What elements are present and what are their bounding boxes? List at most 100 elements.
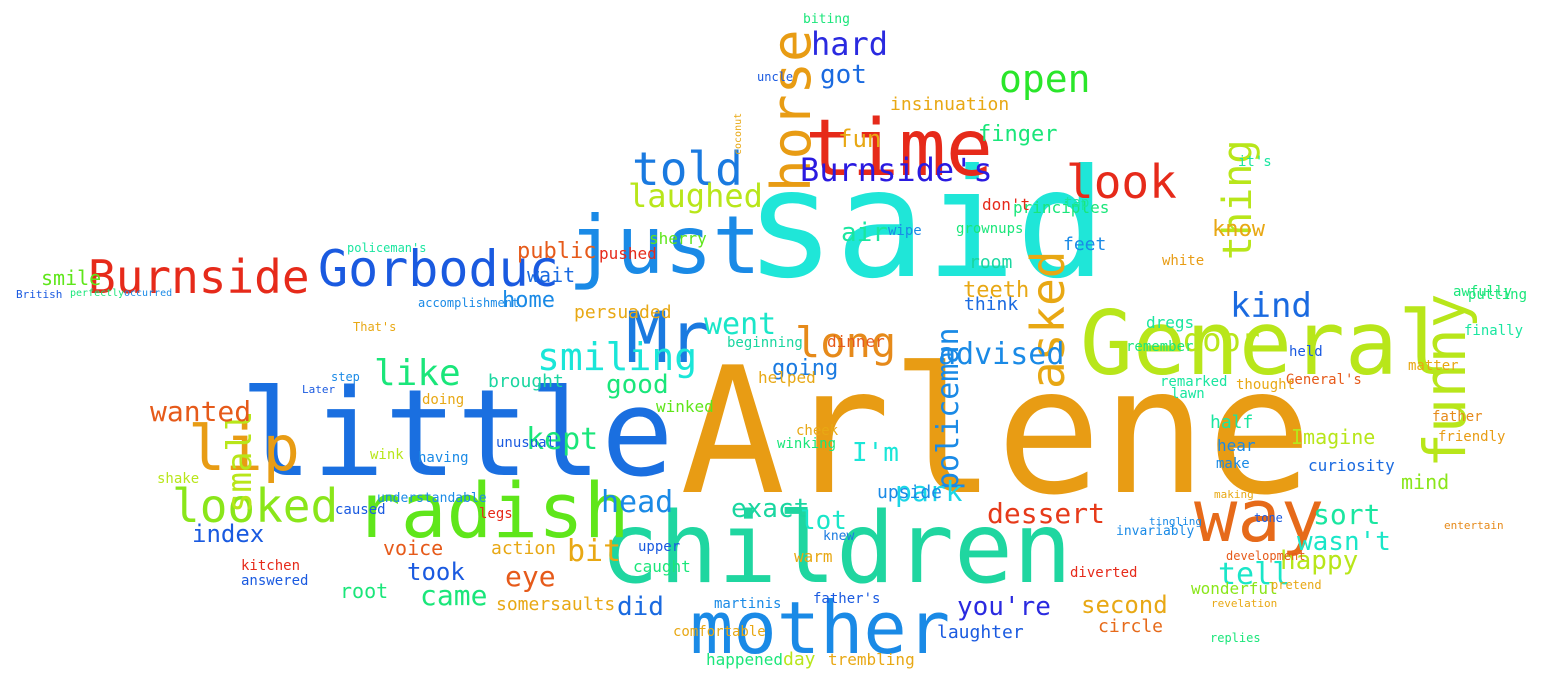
word-153: making [1214, 488, 1254, 501]
word-48: did [617, 592, 664, 622]
word-130: diverted [1070, 565, 1138, 581]
word-135: policeman's [347, 241, 427, 255]
word-49: you're [957, 592, 1051, 622]
word-66: curiosity [1308, 456, 1395, 475]
word-150: revelation [1211, 597, 1278, 610]
word-55: air [841, 218, 888, 248]
word-46: came [420, 579, 488, 612]
word-3: children [600, 492, 1073, 606]
word-47: took [407, 558, 465, 586]
word-7: radish [355, 466, 630, 555]
word-70: teeth [963, 278, 1030, 303]
word-57: voice [383, 536, 444, 560]
word-15: told [632, 142, 743, 196]
word-109: wipe [888, 223, 922, 239]
word-85: dinner [827, 332, 885, 351]
word-68: finger [978, 122, 1058, 147]
word-41: sort [1313, 498, 1381, 531]
word-147: tone [1254, 511, 1283, 525]
word-116: wink [370, 447, 404, 463]
word-9: just [568, 199, 761, 292]
word-71: room [969, 252, 1013, 273]
word-88: day [783, 649, 816, 670]
word-21: smiling [537, 335, 698, 379]
word-37: bit [567, 534, 622, 569]
word-93: remember [1126, 339, 1194, 355]
word-91: knew [823, 529, 855, 544]
word-141: perfectly [70, 288, 125, 299]
word-10: Gorboduc [318, 240, 559, 298]
word-39: exact [731, 494, 810, 524]
word-112: cheek [796, 423, 839, 439]
word-149: development [1226, 549, 1306, 563]
word-25: laughed [628, 177, 763, 215]
word-78: circle [1098, 616, 1164, 637]
word-142: occurred [124, 288, 173, 299]
word-129: thought [1236, 377, 1296, 393]
word-114: unusual [496, 435, 556, 451]
word-32: policeman [931, 327, 966, 490]
word-118: legs [479, 506, 513, 522]
word-22: Burnside's [800, 151, 993, 189]
word-124: friendly [1438, 429, 1506, 445]
word-29: like [374, 353, 461, 394]
word-60: home [502, 288, 555, 313]
word-65: mind [1401, 470, 1450, 494]
word-101: remarked [1160, 374, 1228, 390]
word-16: look [1066, 155, 1177, 209]
word-134: understandable [377, 491, 487, 506]
word-154: pretend [1271, 578, 1322, 592]
word-38: park [895, 475, 963, 508]
word-108: grownups [956, 221, 1024, 237]
word-52: good [606, 370, 669, 400]
word-63: going [772, 356, 839, 381]
word-40: dessert [987, 497, 1106, 530]
word-105: it's [1238, 154, 1272, 170]
word-95: awfully [1453, 284, 1513, 300]
word-115: doing [422, 392, 465, 408]
word-34: kept [526, 422, 599, 457]
word-82: persuaded [574, 302, 672, 323]
word-99: white [1162, 253, 1205, 269]
word-80: upside [877, 482, 943, 503]
word-56: index [192, 520, 265, 548]
word-83: pushed [599, 244, 657, 263]
word-79: caught [633, 557, 691, 576]
word-126: putting [1468, 287, 1528, 303]
word-64: know [1212, 217, 1265, 242]
word-136: That's [353, 320, 397, 334]
word-27: kind [1230, 286, 1312, 326]
word-125: finally [1464, 323, 1524, 339]
word-87: trembling [828, 650, 915, 669]
word-44: happy [1280, 546, 1359, 576]
word-138: step [331, 370, 360, 384]
word-98: dregs [1146, 313, 1195, 332]
word-122: answered [241, 573, 309, 589]
word-17: lip [188, 412, 300, 485]
word-92: father's [813, 591, 881, 607]
word-132: upper [638, 539, 681, 555]
word-18: looked [172, 479, 339, 533]
word-102: half [1210, 412, 1254, 433]
word-145: coconut [733, 112, 744, 155]
word-86: helped [758, 368, 816, 387]
word-35: wanted [150, 395, 252, 428]
word-148: entertain [1444, 519, 1504, 532]
word-0: Arlene [680, 331, 1313, 534]
word-151: tingling [1149, 515, 1202, 528]
word-119: shake [157, 471, 200, 487]
word-72: think [964, 294, 1019, 315]
word-76: somersaults [496, 594, 616, 615]
word-143: biting [803, 12, 850, 27]
word-23: hard [811, 25, 889, 63]
word-54: fun [838, 125, 882, 153]
word-14: way [1194, 474, 1325, 558]
word-33: went [704, 307, 777, 342]
word-117: having [418, 450, 469, 466]
word-103: hear [1217, 436, 1256, 455]
word-128: father [1432, 409, 1483, 425]
word-45: eye [505, 560, 556, 593]
word-84: sherry [649, 229, 707, 248]
word-8: Mr [626, 297, 711, 379]
word-96: principles [1013, 198, 1110, 217]
